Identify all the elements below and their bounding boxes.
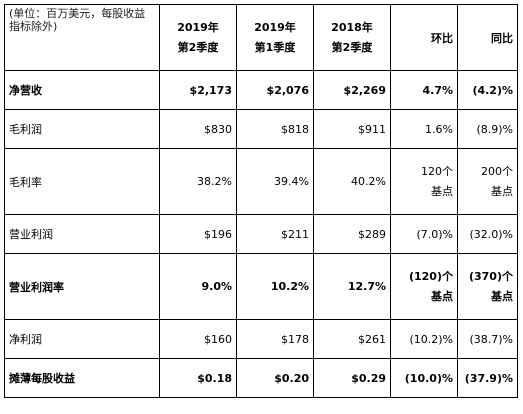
- column-header-yoy: 同比: [457, 4, 518, 71]
- table-row-operating-margin: 营业利润率 9.0% 10.2% 12.7% (120)个 基点 (370)个 …: [4, 253, 518, 320]
- cell-value: (32.0)%: [457, 214, 518, 254]
- cell-value: $160: [159, 319, 237, 359]
- column-header-2018-q2: 2018年 第2季度: [313, 4, 391, 71]
- table-row-operating-profit: 营业利润 $196 $211 $289 (7.0)% (32.0)%: [4, 214, 518, 254]
- row-label: 摊薄每股收益: [4, 358, 160, 398]
- cell-value: 40.2%: [313, 148, 391, 215]
- cell-value: $2,269: [313, 70, 391, 110]
- cell-value: (8.9)%: [457, 109, 518, 149]
- row-label: 营业利润率: [4, 253, 160, 320]
- table-row-gross-profit: 毛利润 $830 $818 $911 1.6% (8.9)%: [4, 109, 518, 149]
- cell-value: 4.7%: [390, 70, 458, 110]
- cell-value: 120个 基点: [390, 148, 458, 215]
- cell-value: 200个 基点: [457, 148, 518, 215]
- cell-value: 12.7%: [313, 253, 391, 320]
- cell-value: 10.2%: [236, 253, 314, 320]
- cell-value: $178: [236, 319, 314, 359]
- cell-value: $289: [313, 214, 391, 254]
- cell-value: (38.7)%: [457, 319, 518, 359]
- column-header-2019-q1: 2019年 第1季度: [236, 4, 314, 71]
- cell-value: (120)个 基点: [390, 253, 458, 320]
- cell-value: (7.0)%: [390, 214, 458, 254]
- unit-note: (单位：百万美元，每股收益指标除外): [4, 4, 160, 71]
- cell-value: (10.0)%: [390, 358, 458, 398]
- table-row-net-profit: 净利润 $160 $178 $261 (10.2)% (38.7)%: [4, 319, 518, 359]
- cell-value: 39.4%: [236, 148, 314, 215]
- cell-value: $830: [159, 109, 237, 149]
- cell-value: (4.2)%: [457, 70, 518, 110]
- column-header-qoq: 环比: [390, 4, 458, 71]
- cell-value: $196: [159, 214, 237, 254]
- table-row-net-revenue: 净营收 $2,173 $2,076 $2,269 4.7% (4.2)%: [4, 70, 518, 110]
- cell-value: $911: [313, 109, 391, 149]
- cell-value: (370)个 基点: [457, 253, 518, 320]
- row-label: 营业利润: [4, 214, 160, 254]
- cell-value: 38.2%: [159, 148, 237, 215]
- cell-value: $0.18: [159, 358, 237, 398]
- cell-value: 1.6%: [390, 109, 458, 149]
- cell-value: $818: [236, 109, 314, 149]
- cell-value: $0.20: [236, 358, 314, 398]
- cell-value: 9.0%: [159, 253, 237, 320]
- column-header-2019-q2: 2019年 第2季度: [159, 4, 237, 71]
- row-label: 毛利率: [4, 148, 160, 215]
- cell-value: $2,076: [236, 70, 314, 110]
- row-label: 净营收: [4, 70, 160, 110]
- cell-value: $261: [313, 319, 391, 359]
- table-row-gross-margin: 毛利率 38.2% 39.4% 40.2% 120个 基点 200个 基点: [4, 148, 518, 215]
- cell-value: (37.9)%: [457, 358, 518, 398]
- financial-table-container: (单位：百万美元，每股收益指标除外) 2019年 第2季度 2019年 第1季度…: [4, 4, 518, 398]
- cell-value: $211: [236, 214, 314, 254]
- row-label: 净利润: [4, 319, 160, 359]
- row-label: 毛利润: [4, 109, 160, 149]
- table-row-diluted-eps: 摊薄每股收益 $0.18 $0.20 $0.29 (10.0)% (37.9)%: [4, 358, 518, 398]
- cell-value: (10.2)%: [390, 319, 458, 359]
- cell-value: $2,173: [159, 70, 237, 110]
- financial-results-table: (单位：百万美元，每股收益指标除外) 2019年 第2季度 2019年 第1季度…: [4, 4, 518, 398]
- table-header-row: (单位：百万美元，每股收益指标除外) 2019年 第2季度 2019年 第1季度…: [4, 4, 518, 71]
- cell-value: $0.29: [313, 358, 391, 398]
